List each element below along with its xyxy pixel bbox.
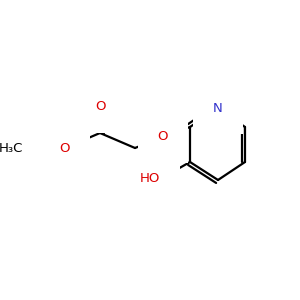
Text: HO: HO [140, 172, 160, 184]
Text: O: O [158, 130, 168, 143]
Text: O: O [60, 142, 70, 154]
Text: N: N [213, 101, 223, 115]
Text: H₃C: H₃C [0, 142, 23, 154]
Text: O: O [95, 100, 105, 113]
